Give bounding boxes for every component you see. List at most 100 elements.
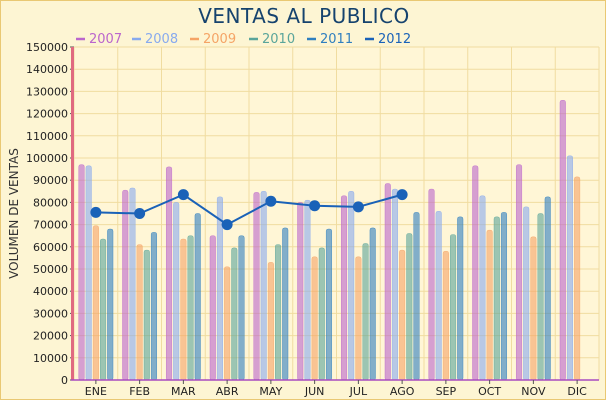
bar-2008-nov <box>523 206 530 381</box>
bar-2010-oct <box>493 216 500 381</box>
y-tick-label: 100000 <box>26 152 68 165</box>
bar-2009-jul <box>355 256 362 381</box>
bar-2010-abr <box>231 247 238 381</box>
bar-2011-abr <box>238 235 245 381</box>
y-tick-label: 0 <box>61 374 68 387</box>
x-tick-label: FEB <box>129 385 150 398</box>
bar-2008-oct <box>479 195 486 381</box>
bar-2010-jun <box>318 247 325 381</box>
y-tick-label: 90000 <box>33 174 68 187</box>
bar-2009-may <box>267 262 274 381</box>
point-2012 <box>352 201 364 213</box>
legend-label-2007: 2007 <box>89 32 122 47</box>
y-tick-label: 80000 <box>33 196 68 209</box>
x-tick-label: ABR <box>216 385 239 398</box>
bar-2007-abr <box>209 235 216 381</box>
bar-2007-nov <box>515 164 523 381</box>
point-2012 <box>134 208 146 219</box>
y-axis-line <box>71 47 74 380</box>
bar-2009-ago <box>399 249 406 381</box>
bar-2010-feb <box>143 249 150 381</box>
x-tick-label: AGO <box>390 385 415 398</box>
bar-2009-feb <box>136 244 143 381</box>
bar-2010-nov <box>537 213 544 381</box>
x-tick-label: ENE <box>85 385 107 398</box>
bar-2011-oct <box>500 212 508 381</box>
bar-2009-abr <box>224 266 231 381</box>
bar-2009-ene <box>92 225 99 381</box>
point-2012 <box>90 206 102 218</box>
y-axis-label: VOLUMEN DE VENTAS <box>7 148 21 279</box>
bar-2007-ago <box>384 183 391 381</box>
x-tick-label: JUN <box>304 385 325 398</box>
bar-2011-ene <box>107 228 114 381</box>
bar-2008-jun <box>304 199 311 381</box>
legend-label-2012: 2012 <box>378 32 411 47</box>
bar-2009-dic <box>574 176 581 381</box>
bar-2007-jul <box>340 195 348 381</box>
point-2012 <box>396 189 408 201</box>
x-tick-label: OCT <box>478 385 501 398</box>
legend-label-2009: 2009 <box>203 32 236 47</box>
x-tick-label: MAY <box>259 385 282 398</box>
bar-2011-may <box>282 227 289 381</box>
point-2012 <box>309 200 321 212</box>
x-tick-label: NOV <box>521 385 546 398</box>
point-2012 <box>265 195 277 207</box>
bar-2011-nov <box>544 196 551 381</box>
bar-2007-ene <box>78 164 85 381</box>
y-tick-label: 110000 <box>26 130 68 143</box>
bar-2007-mar <box>165 166 173 381</box>
bar-2011-jun <box>325 228 333 381</box>
bar-2010-mar <box>187 235 194 381</box>
y-tick-label: 70000 <box>33 219 68 232</box>
bar-2007-may <box>253 192 260 381</box>
bar-2009-jun <box>311 256 318 381</box>
x-tick-label: JUL <box>349 385 368 398</box>
point-2012 <box>177 189 189 201</box>
bar-2007-jun <box>297 202 304 381</box>
bar-2008-feb <box>129 187 136 381</box>
bar-2007-feb <box>122 189 129 381</box>
bar-2009-oct <box>486 229 493 381</box>
y-tick-label: 50000 <box>33 263 68 276</box>
legend-label-2008: 2008 <box>145 32 178 47</box>
bar-2009-nov <box>530 236 537 381</box>
y-tick-label: 30000 <box>33 307 68 320</box>
point-2012 <box>221 219 233 231</box>
bar-2010-ene <box>100 238 107 381</box>
y-tick-label: 20000 <box>33 330 68 343</box>
line-2012 <box>95 193 403 226</box>
y-tick-label: 40000 <box>33 285 68 298</box>
bar-2007-dic <box>559 100 566 381</box>
bar-2010-sep <box>450 234 457 381</box>
y-tick-label: 130000 <box>26 85 68 98</box>
x-tick-label: DIC <box>567 385 587 398</box>
bar-2011-jul <box>369 227 376 381</box>
y-tick-label: 10000 <box>33 352 68 365</box>
bar-2010-may <box>275 244 282 381</box>
y-tick-label: 140000 <box>26 63 68 76</box>
bar-2011-ago <box>413 212 420 381</box>
bar-2008-jul <box>348 191 355 381</box>
bar-2009-sep <box>442 250 449 381</box>
bar-2008-ago <box>391 188 398 381</box>
bar-2008-may <box>260 191 267 381</box>
legend-label-2010: 2010 <box>262 32 295 47</box>
bar-2008-dic <box>566 155 573 381</box>
bar-2008-ene <box>85 165 92 381</box>
chart-title: VENTAS AL PUBLICO <box>198 4 410 28</box>
y-tick-label: 120000 <box>26 108 68 121</box>
bar-2007-sep <box>428 188 435 381</box>
bar-2008-sep <box>435 211 442 381</box>
bar-2011-feb <box>150 232 158 381</box>
bar-2007-oct <box>472 165 479 381</box>
bar-2011-mar <box>194 213 201 381</box>
bar-2011-sep <box>457 216 464 381</box>
bar-2008-mar <box>173 202 180 381</box>
y-tick-label: 150000 <box>26 41 68 54</box>
bar-2009-mar <box>180 238 187 381</box>
x-tick-label: SEP <box>436 385 457 398</box>
